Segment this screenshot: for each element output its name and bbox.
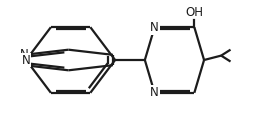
Text: N: N — [150, 21, 159, 34]
Text: N: N — [150, 86, 159, 99]
Text: N: N — [20, 48, 28, 61]
Text: OH: OH — [185, 6, 203, 19]
Text: N: N — [22, 54, 31, 66]
